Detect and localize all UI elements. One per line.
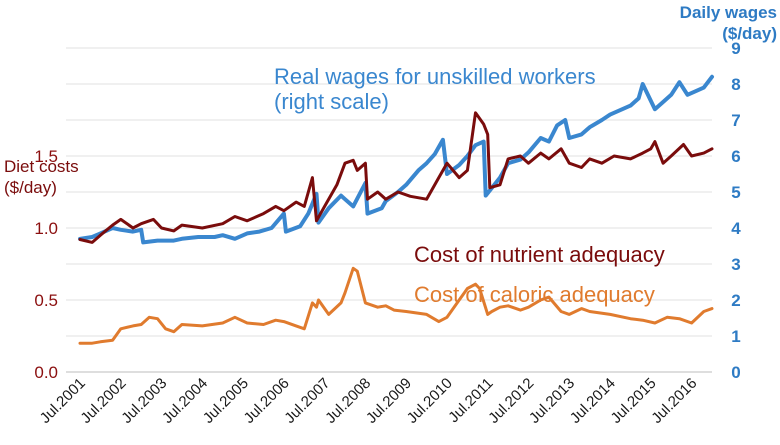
- right-tick-label: 2: [731, 291, 740, 310]
- right-tick-label: 4: [731, 219, 741, 238]
- right-tick-label: 7: [731, 111, 740, 130]
- series-line-2: [78, 266, 714, 345]
- wages-series-label: Real wages for unskilled workers: [274, 64, 596, 89]
- wages-series-label-scale: (right scale): [274, 89, 389, 114]
- right-tick-label: 9: [731, 39, 740, 58]
- x-axis-ticks: Jul.2001Jul.2002Jul.2003Jul.2004Jul.2005…: [37, 375, 701, 427]
- caloric-series-label: Cost of caloric adequacy: [414, 282, 655, 307]
- right-tick-label: 5: [731, 183, 740, 202]
- right-axis-ticks: 0 1 2 3 4 5 6 7 8 9: [731, 39, 741, 382]
- x-tick-label: Jul.2016: [648, 375, 700, 427]
- series-line-1: [78, 111, 714, 244]
- nutrient-series-label: Cost of nutrient adequacy: [414, 242, 665, 267]
- right-tick-label: 1: [731, 327, 740, 346]
- left-tick-label: 1.5: [34, 147, 58, 166]
- x-tick-label: Jul.2010: [404, 375, 456, 427]
- left-axis-label: Diet costs: [4, 157, 79, 176]
- left-axis-unit: ($/day): [4, 178, 57, 197]
- right-axis-unit: ($/day): [722, 24, 777, 43]
- left-tick-label: 0.0: [34, 363, 58, 382]
- gridlines: [66, 47, 712, 373]
- right-axis-label: Daily wages: [680, 3, 777, 22]
- right-tick-label: 6: [731, 147, 740, 166]
- left-tick-label: 1.0: [34, 219, 58, 238]
- left-tick-label: 0.5: [34, 291, 58, 310]
- series-line-0: [78, 74, 714, 245]
- left-axis-ticks: 0.0 0.5 1.0 1.5: [34, 147, 58, 382]
- right-tick-label: 3: [731, 255, 740, 274]
- right-tick-label: 8: [731, 75, 740, 94]
- right-tick-label: 0: [731, 363, 740, 382]
- series-lines: [78, 74, 714, 345]
